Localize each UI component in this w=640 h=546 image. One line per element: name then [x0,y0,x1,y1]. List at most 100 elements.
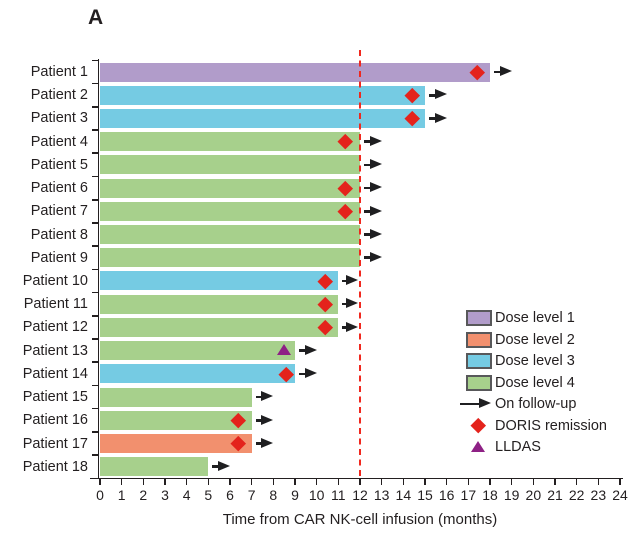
followup-arrow-icon [364,186,372,190]
patient-label: Patient 16 [22,412,88,429]
followup-arrow-icon [369,182,382,193]
patient-label: Patient 7 [30,203,88,220]
patient-label: Patient 8 [30,226,88,243]
x-tick-label: 23 [590,487,607,503]
legend-label: Dose level 2 [495,331,575,348]
y-tick [92,431,100,433]
patient-bar [100,387,252,407]
x-tick [99,479,101,486]
x-tick [489,479,491,486]
legend-swatch-box [466,310,492,326]
x-tick [315,479,318,486]
x-tick-label: 4 [182,487,191,503]
x-tick-label: 17 [460,487,477,503]
x-tick-label: 18 [482,487,498,503]
patient-label: Patient 12 [22,319,88,336]
legend-doris-icon [470,418,486,433]
x-tick [359,479,361,486]
y-tick [92,106,100,108]
x-tick [532,479,535,486]
x-tick [597,479,600,486]
y-tick [92,152,100,155]
patient-label: Patient 9 [30,249,88,266]
x-tick [272,479,275,486]
legend-label: LLDAS [495,439,541,455]
patient-bar [100,434,252,454]
y-tick [92,477,100,480]
patient-label: Patient 15 [22,389,88,406]
followup-arrow-icon [364,233,372,236]
y-tick [92,222,100,224]
followup-arrow-icon [364,210,372,213]
followup-arrow-icon [255,442,264,445]
x-tick-label: 20 [525,487,542,503]
x-tick [575,479,578,486]
y-tick [92,291,100,294]
patient-bar [100,225,360,245]
reference-line [358,50,362,476]
x-tick-label: 24 [612,487,628,503]
x-tick-label: 22 [568,487,585,503]
patient-label: Patient 17 [22,435,88,452]
y-tick [92,129,100,131]
x-tick-label: 3 [161,487,169,503]
patient-label: Patient 18 [22,458,88,475]
panel-label: A [88,6,104,29]
patient-bar [100,201,360,221]
y-tick [92,59,100,62]
x-tick [402,479,405,486]
y-tick [92,175,100,178]
x-tick [510,479,513,486]
x-axis-line [90,477,623,480]
y-tick [92,198,100,201]
x-tick-label: 5 [204,487,213,503]
legend-followup-arrow-icon [460,402,481,406]
x-tick-label: 9 [291,487,299,503]
x-tick [294,479,296,486]
x-tick-label: 1 [117,487,126,503]
x-tick [207,479,210,486]
x-tick-label: 15 [417,487,433,503]
followup-arrow-icon [499,66,512,77]
patient-label: Patient 4 [30,133,88,150]
x-tick-label: 0 [96,487,104,503]
x-tick-label: 7 [247,487,256,503]
followup-arrow-icon [429,93,437,97]
x-tick-label: 2 [139,487,148,503]
patient-label: Patient 14 [22,365,88,382]
patient-label: Patient 13 [22,342,88,359]
followup-arrow-icon [429,117,437,120]
legend-label: Dose level 4 [495,374,575,391]
followup-arrow-icon [369,159,382,170]
followup-arrow-icon [255,395,264,399]
x-tick [337,479,340,486]
followup-arrow-icon [364,163,372,167]
followup-arrow-icon [345,321,358,332]
y-tick [92,268,100,271]
patient-bar [100,85,425,105]
followup-arrow-icon [369,205,382,216]
y-tick [92,338,100,340]
patient-label: Patient 5 [30,156,88,173]
patient-bar [100,364,295,384]
x-tick [250,479,253,486]
followup-arrow-icon [369,251,382,262]
x-axis-title: Time from CAR NK-cell infusion (months) [222,511,498,528]
x-tick-label: 19 [503,487,520,503]
y-tick [92,407,100,410]
followup-arrow-icon [299,372,307,376]
x-tick [619,479,621,486]
x-tick [164,479,166,486]
followup-arrow-icon [342,326,348,329]
y-tick [92,82,100,85]
x-tick [229,479,231,486]
x-tick-label: 10 [308,487,325,503]
x-tick-label: 13 [373,487,390,503]
followup-arrow-icon [434,89,447,100]
x-tick-label: 14 [395,487,412,503]
followup-arrow-icon [218,460,230,471]
patient-bar [100,132,360,152]
patient-label: Patient 3 [30,110,88,127]
legend-followup-arrow-icon [479,398,491,409]
